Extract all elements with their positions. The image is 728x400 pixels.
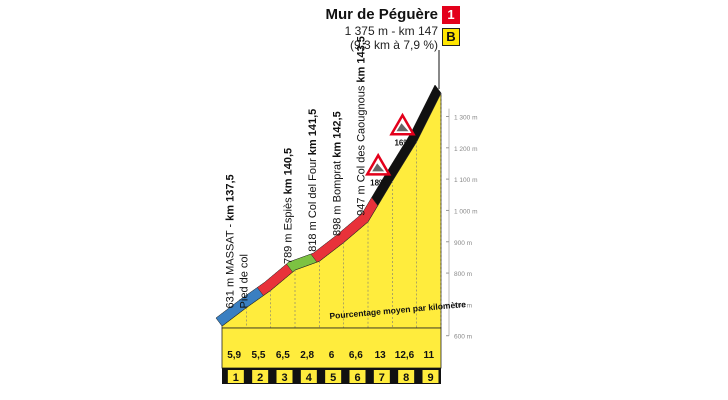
altitude-tick-label: 800 m	[454, 271, 472, 278]
km-marker-box	[398, 370, 415, 383]
segment-gradient-label: 2,8	[300, 350, 314, 361]
bonus-badge: B	[442, 28, 460, 46]
profile-subtitle-summit: 1 375 m - km 147	[344, 24, 438, 38]
km-marker-box	[325, 370, 342, 383]
segment-gradient-label: 6	[329, 350, 335, 361]
km-marker-label: 4	[306, 372, 313, 384]
waypoint-km: km 142,5	[331, 111, 343, 157]
segment-gradient-label: 5,9	[227, 350, 241, 361]
waypoint-label: 818 m Col del Four km 141,5	[307, 109, 319, 252]
waypoint-name: 818 m Col del Four	[307, 155, 319, 252]
waypoint-name: 631 m MASSAT -	[224, 221, 236, 309]
km-marker-box	[300, 370, 317, 383]
waypoint-km: km 141,5	[307, 109, 319, 155]
km-marker-box	[422, 370, 439, 383]
altitude-tick-label: 900 m	[454, 240, 472, 247]
km-marker-label: 3	[281, 372, 287, 384]
segment-gradient-label: 6,6	[349, 350, 363, 361]
segment-gradient-label: 5,5	[252, 350, 266, 361]
altitude-tick-label: 700 m	[454, 302, 472, 309]
waypoint-km: km 140,5	[283, 148, 295, 194]
category-badge: 1	[442, 6, 460, 24]
steep-warning-label: 16%	[394, 138, 410, 147]
waypoint-km: km 143,5	[356, 36, 368, 82]
km-marker-label: 5	[330, 372, 336, 384]
km-marker-box	[349, 370, 366, 383]
km-marker-label: 7	[379, 372, 385, 384]
altitude-tick-label: 1 200 m	[454, 146, 478, 153]
km-marker-label: 2	[257, 372, 263, 384]
waypoint-name: 898 m Bomprat	[331, 158, 343, 236]
waypoint-label: 947 m Col des Caougnous km 143,5	[356, 36, 368, 216]
km-marker-label: 1	[233, 372, 239, 384]
mountain-icon	[396, 123, 409, 132]
waypoint-name: 947 m Col des Caougnous	[356, 83, 368, 216]
altitude-tick-label: 1 000 m	[454, 208, 478, 215]
waypoint-label: 898 m Bomprat km 142,5	[331, 111, 343, 236]
km-marker-box	[276, 370, 293, 383]
waypoint-label: 631 m MASSAT - km 137,5	[224, 174, 236, 308]
altitude-tick-label: 1 300 m	[454, 114, 478, 121]
waypoint-km: km 137,5	[224, 174, 236, 220]
km-marker-label: 8	[403, 372, 409, 384]
altitude-tick-label: 1 100 m	[454, 177, 478, 184]
segment-gradient-label: 11	[424, 350, 435, 361]
km-marker-label: 6	[354, 372, 360, 384]
profile-base	[221, 327, 442, 369]
profile-subtitle-length: (9,3 km à 7,9 %)	[349, 38, 438, 52]
steep-warning-label: 18%	[370, 178, 386, 187]
waypoint-label: 789 m Espiès km 140,5	[283, 148, 295, 264]
mountain-icon	[372, 163, 385, 172]
km-marker-box	[227, 370, 244, 383]
segment-gradient-label: 13	[375, 350, 387, 361]
segment-gradient-label: 12,6	[395, 350, 415, 361]
profile-title: Mur de Péguère	[325, 6, 438, 23]
altitude-tick-label: 600 m	[454, 334, 472, 341]
segment-gradient-label: 6,5	[276, 350, 290, 361]
km-marker-box	[252, 370, 269, 383]
waypoint-sublabel: Pied de col	[238, 254, 250, 308]
km-marker-box	[373, 370, 390, 383]
waypoint-name: 789 m Espiès	[283, 194, 295, 264]
km-marker-label: 9	[427, 372, 433, 384]
